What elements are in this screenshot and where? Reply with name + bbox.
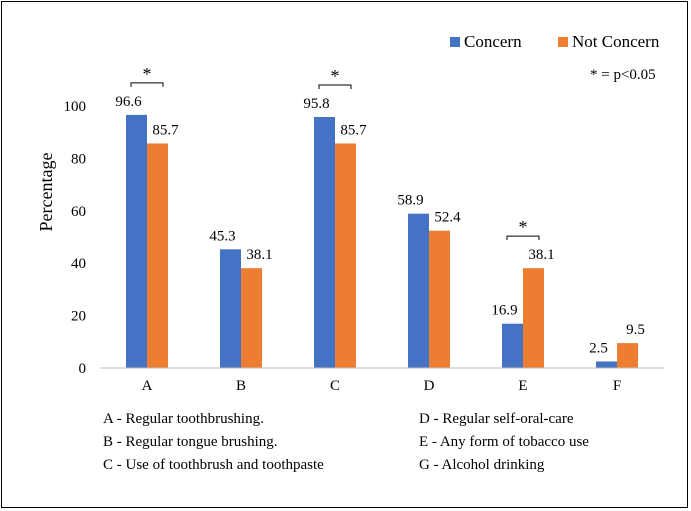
bar-not-concern-b [241,268,262,368]
footnote-c: C - Use of toothbrush and toothpaste [103,457,324,473]
y-tick-label: 80 [71,151,86,167]
significance-markers: * * * [130,64,540,241]
x-tick-label: E [518,378,527,394]
footnote-a: A - Regular toothbrushing. [103,411,264,427]
footnote-d: D - Regular self-oral-care [419,411,574,427]
bar-concern-f [596,361,617,368]
data-label: 16.9 [491,303,517,319]
bar-concern-e [502,323,523,368]
legend-swatch-concern [450,37,460,47]
y-tick-label: 60 [71,204,86,220]
legend-label-not-concern: Not Concern [572,32,660,51]
significance-star: * [143,64,152,84]
x-tick-label: A [142,378,153,394]
bar-concern-b [220,249,241,368]
footnote-g: G - Alcohol drinking [419,457,545,473]
data-label: 45.3 [209,228,235,244]
significance-star: * [331,66,340,86]
x-tick-label: F [613,378,621,394]
footnotes-left: A - Regular toothbrushing. B - Regular t… [103,411,324,473]
significance-star: * [519,217,528,237]
significance-bracket [130,82,164,87]
bar-not-concern-a [147,143,168,368]
significance-note: * = p<0.05 [590,67,656,83]
legend-label-concern: Concern [464,32,522,51]
bars-group [126,114,638,369]
data-label: 52.4 [434,210,461,226]
significance-bracket [318,84,352,90]
y-axis-title: Percentage [36,153,56,232]
data-label: 38.1 [528,247,554,263]
data-labels-group: 96.6 85.7 45.3 38.1 95.8 85.7 58.9 52.4 16.9 38.1… [115,94,645,357]
bar-concern-c [314,117,335,368]
x-tick-label: D [424,378,435,394]
y-tick-label: 40 [71,256,86,272]
legend-swatch-not-concern [558,37,568,47]
y-tick-label: 20 [71,309,86,325]
data-label: 2.5 [589,340,608,356]
footnotes-right: D - Regular self-oral-care E - Any form … [419,411,589,473]
bar-not-concern-c [335,143,356,368]
data-label: 38.1 [246,247,272,263]
bar-not-concern-e [523,268,544,368]
y-tick-label: 100 [64,99,87,115]
data-label: 85.7 [152,122,179,138]
data-label: 95.8 [303,96,329,112]
data-label: 85.7 [340,122,367,138]
x-tick-label: C [330,378,340,394]
data-label: 9.5 [626,322,645,338]
footnote-e: E - Any form of tobacco use [419,434,589,450]
x-axis: A B C D E F [100,367,664,394]
footnote-b: B - Regular tongue brushing. [103,434,278,450]
data-label: 58.9 [397,193,423,209]
bar-not-concern-f [617,343,638,368]
legend: Concern Not Concern [450,32,660,51]
y-tick-label: 0 [79,361,87,377]
data-label: 96.6 [115,94,142,110]
x-tick-label: B [236,378,246,394]
bar-not-concern-d [429,230,450,368]
significance-bracket [506,235,540,241]
y-axis: 0 20 40 60 80 100 [64,99,87,377]
bar-concern-a [126,114,147,369]
bar-concern-d [408,213,429,368]
